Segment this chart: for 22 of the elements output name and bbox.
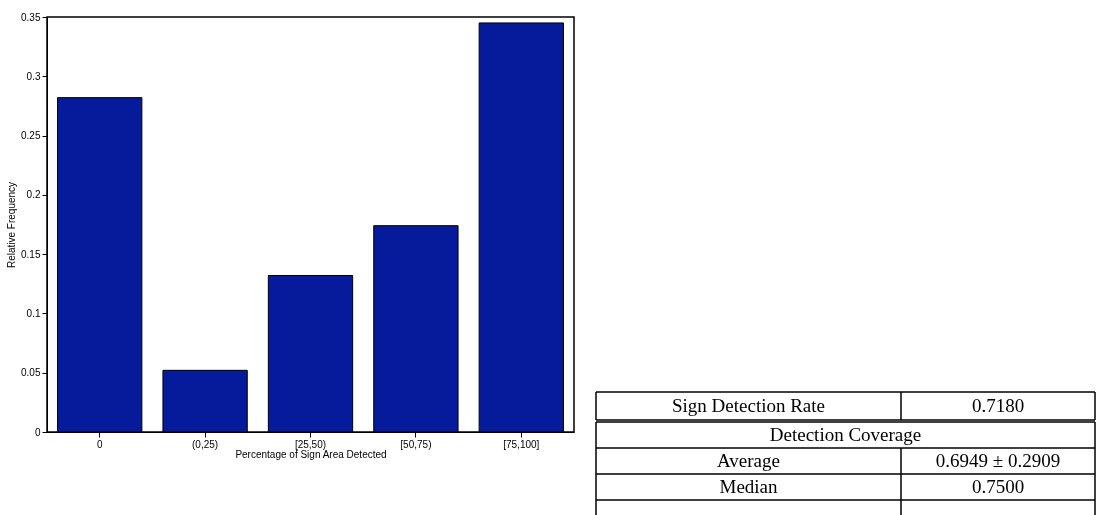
y-tick-label: 0.35 <box>21 11 41 23</box>
y-tick-label: 0.3 <box>26 70 41 82</box>
text: Detection Coverage <box>769 424 922 445</box>
y-tick-label: 0 <box>34 426 41 438</box>
x-tick-label: [75,100] <box>503 438 540 450</box>
y-tick-label: 0.25 <box>21 130 41 142</box>
text: Median <box>719 476 779 497</box>
y-tick-label: 0.1 <box>26 307 41 319</box>
text: Sign Detection Rate <box>671 395 826 416</box>
y-axis-title: Relative Frequency <box>6 181 18 269</box>
y-tick-label: 0.2 <box>26 189 41 201</box>
x-tick-label: (0,25) <box>192 438 219 450</box>
text: 0.7500 <box>971 476 1025 497</box>
y-tick-label: 0.05 <box>21 367 41 379</box>
text: Average <box>717 450 780 471</box>
y-tick-label: 0.15 <box>21 248 41 260</box>
text: 0.7180 <box>971 395 1025 416</box>
x-tick-label: [50,75) <box>400 438 432 450</box>
x-axis-title: Percentage of Sign Area Detected <box>235 448 387 460</box>
x-tick-label: 0 <box>96 438 103 450</box>
text: 0.6949 ± 0.2909 <box>935 450 1061 471</box>
x-tick-label: [25,50) <box>294 438 327 450</box>
